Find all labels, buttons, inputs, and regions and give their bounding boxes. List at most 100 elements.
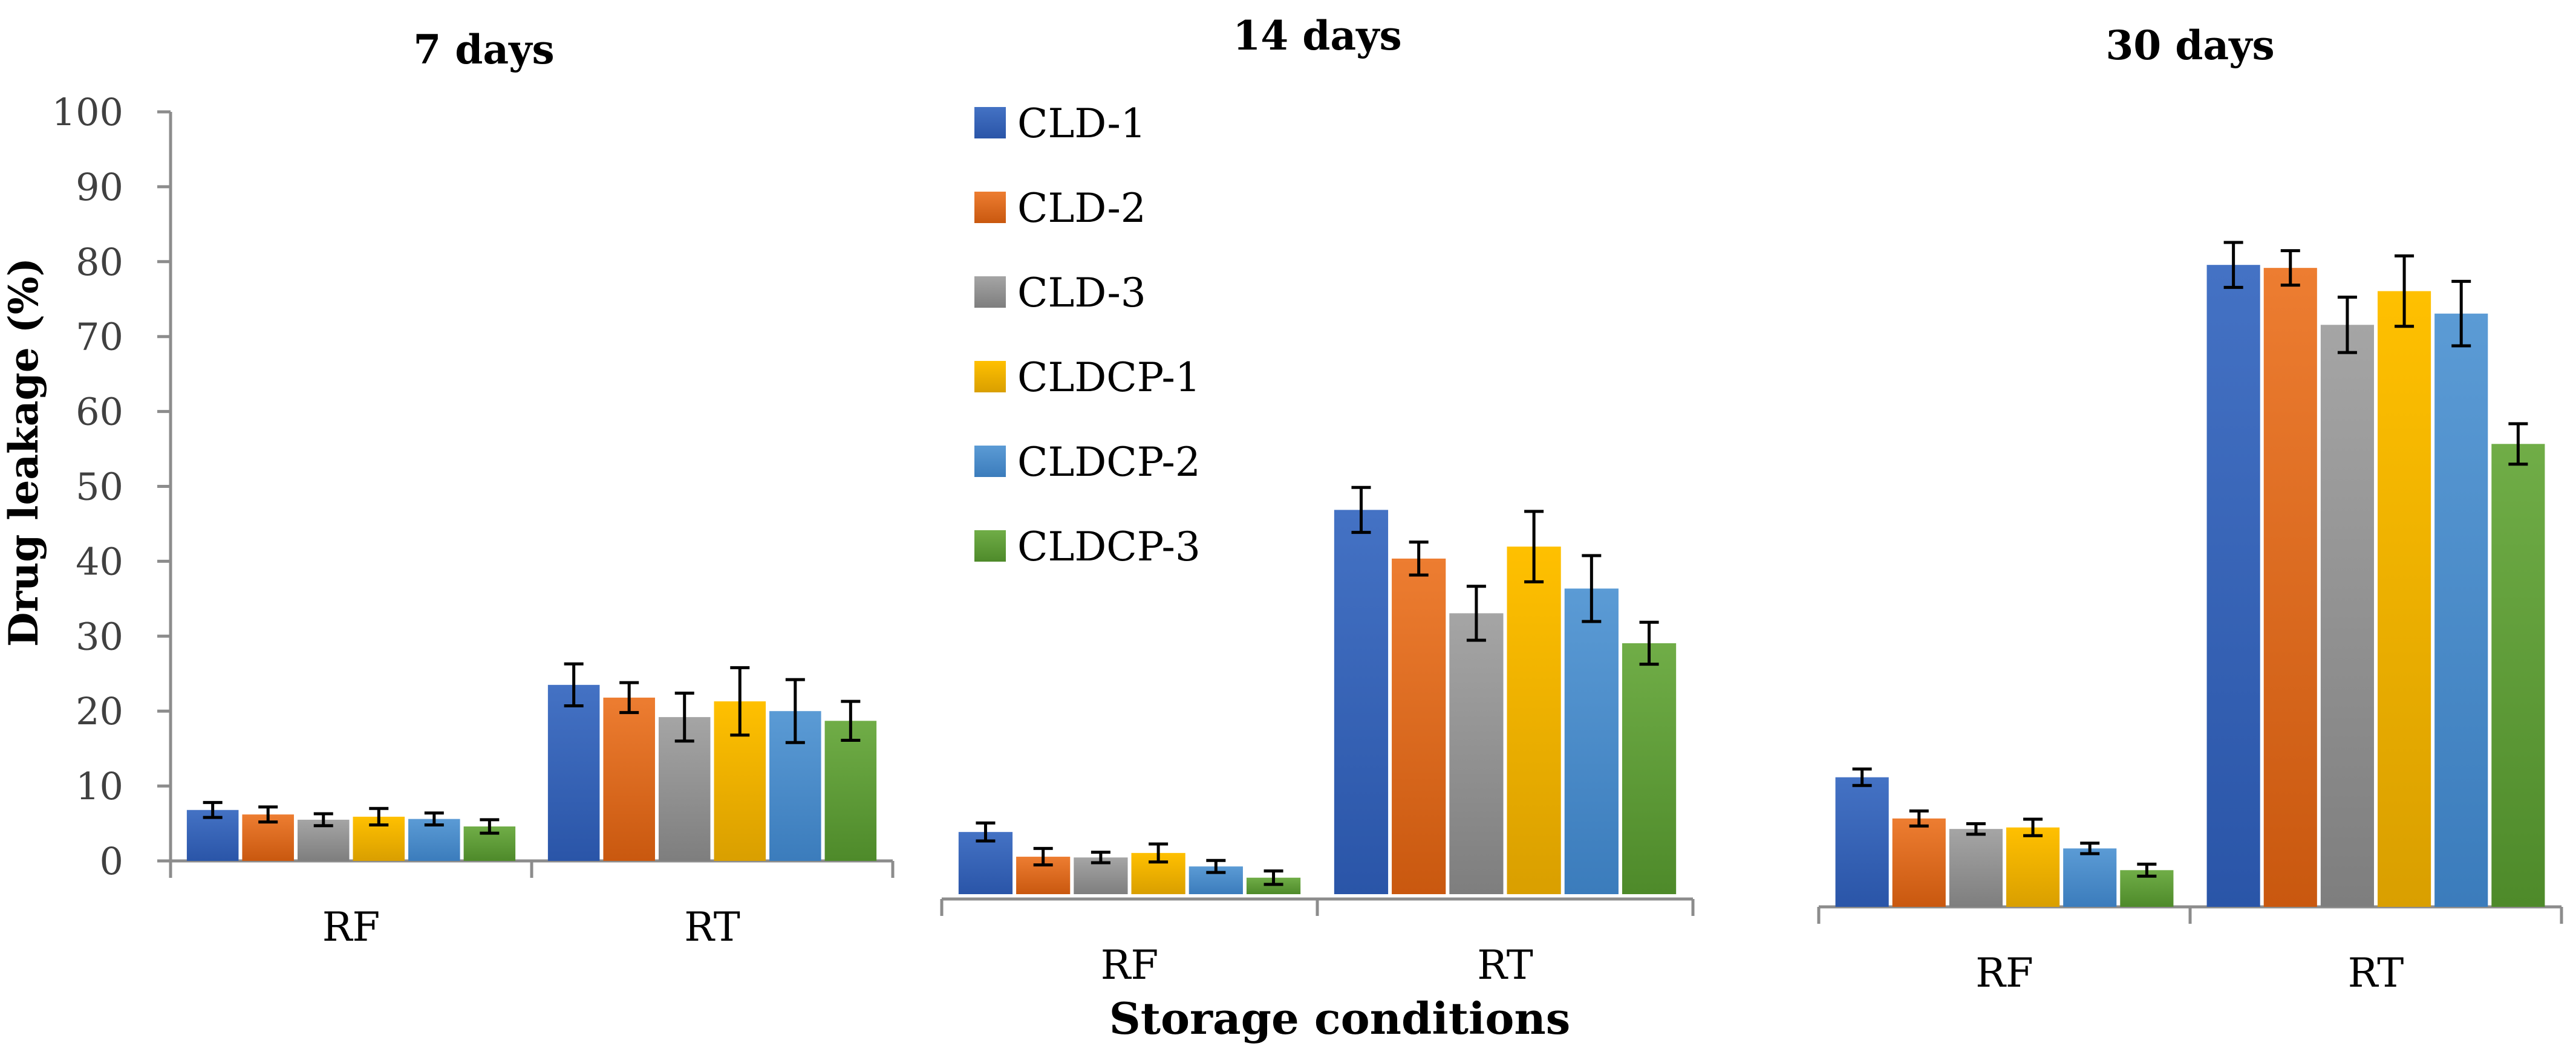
chart-title: 30 days bbox=[2105, 22, 2274, 69]
legend-label: CLDCP-1 bbox=[1017, 354, 1201, 401]
error-bar bbox=[2280, 249, 2300, 287]
error-bar bbox=[2508, 422, 2528, 466]
error-bar bbox=[1639, 620, 1659, 666]
error-bar bbox=[841, 699, 861, 742]
legend-swatch bbox=[974, 446, 1006, 477]
legend-item: CLDCP-2 bbox=[974, 439, 1201, 485]
bar-cld-1-rf bbox=[1835, 777, 1889, 907]
y-tick-label: 80 bbox=[76, 240, 123, 284]
legend-label: CLD-1 bbox=[1017, 100, 1146, 147]
chart-title: 7 days bbox=[413, 26, 554, 73]
error-bar bbox=[313, 812, 333, 828]
error-bar bbox=[1852, 767, 1872, 787]
x-tick-label: RT bbox=[684, 904, 740, 950]
y-tick-label: 0 bbox=[100, 839, 123, 883]
error-bar bbox=[2451, 279, 2471, 348]
error-bar bbox=[2223, 241, 2243, 289]
error-bar bbox=[1582, 554, 1602, 623]
bar-cldcp-3-rt bbox=[824, 721, 877, 861]
x-axis-label: Storage conditions bbox=[1109, 993, 1571, 1044]
error-bar bbox=[619, 681, 639, 715]
error-bar bbox=[564, 662, 584, 708]
bar-cld-1-rt bbox=[547, 684, 600, 861]
bar-cld-2-rt bbox=[1392, 558, 1446, 894]
error-bar bbox=[1909, 809, 1929, 828]
y-tick-label: 50 bbox=[76, 465, 123, 509]
y-tick-label: 30 bbox=[76, 614, 123, 658]
error-bar bbox=[674, 691, 694, 743]
error-bar bbox=[1409, 540, 1429, 577]
bar-cld-2-rf bbox=[1892, 818, 1946, 907]
chart-panel-2: 14 days RF RT bbox=[940, 12, 1695, 988]
error-bar bbox=[730, 666, 750, 737]
error-bar bbox=[2337, 295, 2357, 354]
bar-cldcp-1-rt bbox=[2378, 291, 2431, 907]
legend-label: CLDCP-3 bbox=[1017, 524, 1201, 570]
y-tick-label: 60 bbox=[76, 390, 123, 434]
bar-cld-3-rt bbox=[2320, 325, 2374, 907]
bar-cldcp-1-rf bbox=[2006, 827, 2060, 907]
bar-cld-1-rt bbox=[1334, 510, 1389, 894]
y-tick-label: 40 bbox=[76, 539, 123, 583]
error-bar bbox=[2395, 254, 2415, 328]
error-bar bbox=[203, 800, 223, 819]
bar-cldcp-2-rt bbox=[2434, 313, 2488, 907]
legend-swatch bbox=[974, 530, 1006, 562]
error-bar bbox=[785, 678, 805, 744]
legend-swatch bbox=[974, 361, 1006, 392]
bar-cld-2-rt bbox=[2263, 268, 2317, 907]
error-bar bbox=[480, 818, 500, 835]
x-tick-label: RT bbox=[1477, 942, 1533, 988]
bar-cldcp-3-rt bbox=[1622, 643, 1677, 894]
error-bar bbox=[2023, 817, 2043, 837]
bar-cld-3-rt bbox=[1449, 613, 1504, 894]
y-tick-label: 90 bbox=[76, 165, 123, 209]
legend-swatch bbox=[974, 107, 1006, 138]
error-bar bbox=[1206, 858, 1226, 874]
bar-cldcp-3-rt bbox=[2491, 444, 2545, 907]
error-bar bbox=[1966, 822, 1986, 836]
bar-cld-2-rt bbox=[603, 697, 655, 861]
legend: CLD-1 CLD-2 CLD-3 CLDCP-1 CLDCP-2 CLDCP-3 bbox=[974, 100, 1201, 570]
legend-swatch bbox=[974, 276, 1006, 308]
legend-item: CLD-3 bbox=[974, 270, 1146, 316]
bar-cldcp-1-rt bbox=[1507, 547, 1561, 894]
chart-title: 14 days bbox=[1233, 12, 1401, 59]
y-tick-label: 10 bbox=[76, 764, 123, 808]
error-bar bbox=[1149, 842, 1169, 864]
bar-cld-1-rt bbox=[2206, 265, 2260, 907]
y-tick-label: 20 bbox=[76, 689, 123, 733]
legend-item: CLD-2 bbox=[974, 185, 1146, 232]
error-bar bbox=[2137, 862, 2157, 878]
legend-swatch bbox=[974, 192, 1006, 223]
legend-label: CLD-2 bbox=[1017, 185, 1146, 232]
x-tick-label: RT bbox=[2348, 950, 2404, 996]
legend-label: CLDCP-2 bbox=[1017, 439, 1201, 485]
error-bar bbox=[1524, 510, 1544, 583]
error-bar bbox=[1264, 869, 1283, 886]
error-bar bbox=[369, 806, 389, 827]
error-bar bbox=[424, 811, 444, 827]
legend-item: CLDCP-1 bbox=[974, 354, 1201, 401]
legend-label: CLD-3 bbox=[1017, 270, 1146, 316]
error-bar bbox=[2080, 842, 2100, 855]
legend-item: CLDCP-3 bbox=[974, 524, 1201, 570]
bar-cldcp-2-rt bbox=[1564, 588, 1619, 894]
error-bar bbox=[258, 805, 278, 824]
y-tick-label: 70 bbox=[76, 315, 123, 359]
chart-panel-3: 30 days RF RT bbox=[1817, 22, 2563, 996]
error-bar bbox=[976, 821, 996, 843]
y-tick-label: 100 bbox=[52, 90, 123, 134]
bar-cldcp-2-rf bbox=[2063, 848, 2117, 907]
error-bar bbox=[1466, 585, 1486, 642]
y-axis-label: Drug leakage (%) bbox=[0, 258, 47, 647]
x-tick-label: RF bbox=[322, 904, 380, 950]
chart-panel-1: 7 days 0 10 20 30 40 50 60 70 80 90 100 RF RT bbox=[52, 26, 895, 950]
error-bar bbox=[1091, 851, 1110, 865]
bar-cld-3-rf bbox=[1949, 829, 2003, 907]
x-tick-label: RF bbox=[1975, 950, 2033, 996]
legend-item: CLD-1 bbox=[974, 100, 1146, 147]
x-tick-label: RF bbox=[1101, 942, 1159, 988]
error-bar bbox=[1351, 485, 1371, 534]
